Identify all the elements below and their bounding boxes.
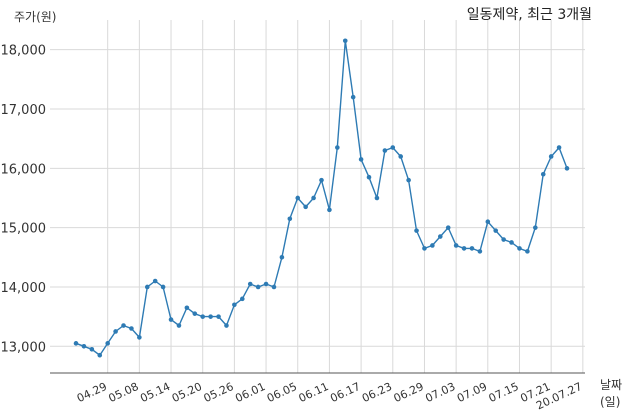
data-point <box>453 243 459 248</box>
data-point <box>263 281 269 287</box>
data-point <box>89 346 95 352</box>
data-point <box>184 305 190 311</box>
data-point <box>192 311 198 316</box>
data-point <box>295 195 301 201</box>
x-tick-label: 06.23 <box>360 380 394 405</box>
y-tick-label: 14,000 <box>1 281 47 296</box>
data-point <box>485 219 491 225</box>
y-tick-label: 13,000 <box>1 340 47 355</box>
data-point <box>105 341 110 346</box>
data-point <box>200 314 206 319</box>
data-point <box>121 323 126 328</box>
data-point <box>216 314 221 319</box>
y-axis-unit-label: 주가(원) <box>14 10 57 24</box>
y-tick-label: 15,000 <box>1 222 47 237</box>
data-point <box>319 177 324 183</box>
x-tick-label: 06.11 <box>297 380 331 405</box>
data-point <box>350 94 356 100</box>
data-point <box>327 207 332 213</box>
data-point <box>477 249 483 254</box>
data-point <box>311 195 316 201</box>
data-point <box>382 148 388 153</box>
data-point <box>176 323 182 328</box>
data-point <box>517 246 522 251</box>
data-point <box>208 314 213 319</box>
data-point <box>137 335 142 340</box>
data-point <box>390 145 396 150</box>
y-tick-label: 16,000 <box>1 162 47 177</box>
data-point <box>556 145 562 150</box>
x-tick-label: 05.08 <box>107 380 141 405</box>
x-tick-label: 07.09 <box>455 380 489 405</box>
data-point <box>564 166 570 171</box>
data-point <box>168 317 174 322</box>
y-tick-label: 18,000 <box>1 44 47 59</box>
data-point <box>414 228 419 233</box>
data-point <box>144 284 150 290</box>
data-point <box>335 145 340 150</box>
data-point <box>287 216 293 222</box>
data-point <box>255 284 261 290</box>
data-point <box>469 246 475 251</box>
data-point <box>73 341 79 346</box>
x-tick-label: 07.03 <box>423 380 457 405</box>
data-point <box>232 302 237 308</box>
x-tick-label: 06.29 <box>392 380 426 405</box>
data-point <box>358 157 364 162</box>
x-tick-label: 06.17 <box>328 380 362 405</box>
data-point <box>303 204 308 210</box>
data-point <box>247 281 253 287</box>
data-point <box>548 154 554 159</box>
data-point <box>113 329 118 334</box>
data-point <box>366 174 372 180</box>
data-point <box>129 326 134 331</box>
x-tick-label: 05.14 <box>138 380 172 405</box>
price-line <box>75 40 568 357</box>
data-point <box>445 225 451 230</box>
data-point <box>430 243 435 248</box>
data-point <box>152 278 158 284</box>
data-point <box>279 255 285 260</box>
data-point <box>461 246 467 251</box>
data-point <box>224 323 229 328</box>
y-tick-label: 17,000 <box>1 103 47 118</box>
data-point <box>271 284 277 290</box>
data-point <box>422 246 427 251</box>
data-point <box>406 177 411 183</box>
data-point <box>540 171 546 177</box>
data-point <box>501 237 506 242</box>
data-point <box>160 284 166 290</box>
data-point <box>240 296 245 302</box>
data-point <box>437 234 443 239</box>
data-point <box>509 240 514 245</box>
chart-title: 일동제약, 최근 3개월 <box>466 7 592 23</box>
data-point <box>81 344 87 349</box>
data-point <box>342 38 348 44</box>
data-point <box>525 249 530 254</box>
x-tick-label: 04.29 <box>75 380 109 405</box>
x-tick-label: 06.05 <box>265 380 299 405</box>
x-tick-label: 05.26 <box>202 380 236 405</box>
data-point <box>533 225 538 230</box>
x-tick-label: 07.15 <box>487 380 521 405</box>
x-tick-label: 06.01 <box>233 380 267 405</box>
x-axis-unit-label: 날짜(일) <box>600 378 623 409</box>
x-tick-label: 05.20 <box>170 380 204 405</box>
data-point <box>374 195 380 201</box>
data-point <box>398 154 403 159</box>
data-point <box>493 228 499 233</box>
data-point <box>97 352 103 358</box>
